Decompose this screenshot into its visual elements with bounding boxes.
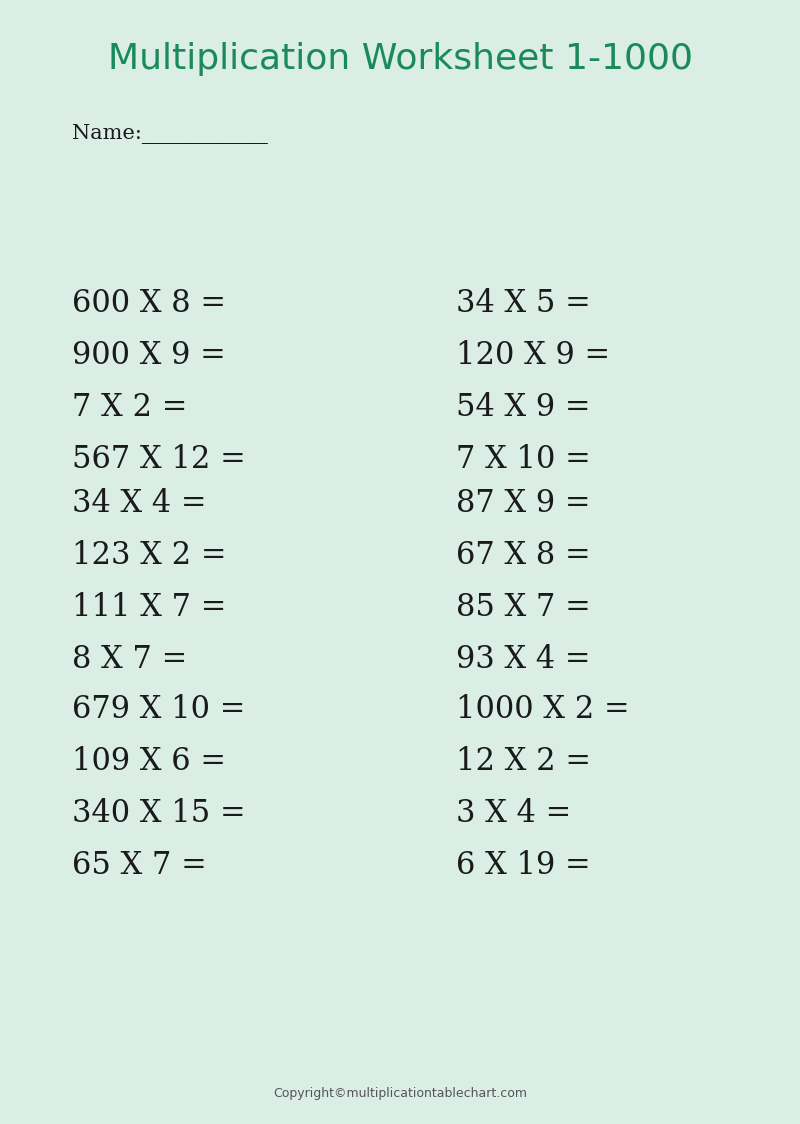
Text: 87 X 9 =: 87 X 9 = bbox=[456, 489, 590, 519]
Text: 67 X 8 =: 67 X 8 = bbox=[456, 541, 590, 571]
Text: 340 X 15 =: 340 X 15 = bbox=[72, 798, 246, 828]
Text: 6 X 19 =: 6 X 19 = bbox=[456, 850, 590, 880]
Text: 7 X 2 =: 7 X 2 = bbox=[72, 392, 187, 424]
Text: 679 X 10 =: 679 X 10 = bbox=[72, 694, 246, 725]
Text: 900 X 9 =: 900 X 9 = bbox=[72, 341, 226, 372]
Text: 12 X 2 =: 12 X 2 = bbox=[456, 745, 591, 777]
Text: 8 X 7 =: 8 X 7 = bbox=[72, 644, 187, 676]
Text: 85 X 7 =: 85 X 7 = bbox=[456, 592, 590, 624]
Text: 7 X 10 =: 7 X 10 = bbox=[456, 444, 590, 475]
Text: 3 X 4 =: 3 X 4 = bbox=[456, 798, 571, 828]
Text: 600 X 8 =: 600 X 8 = bbox=[72, 289, 226, 319]
Text: 1000 X 2 =: 1000 X 2 = bbox=[456, 694, 630, 725]
Text: 123 X 2 =: 123 X 2 = bbox=[72, 541, 226, 571]
Text: 109 X 6 =: 109 X 6 = bbox=[72, 745, 226, 777]
Text: Multiplication Worksheet 1-1000: Multiplication Worksheet 1-1000 bbox=[107, 42, 693, 76]
Text: 567 X 12 =: 567 X 12 = bbox=[72, 444, 246, 475]
Text: 120 X 9 =: 120 X 9 = bbox=[456, 341, 610, 372]
Text: Name:____________: Name:____________ bbox=[72, 124, 268, 144]
FancyBboxPatch shape bbox=[6, 6, 794, 1118]
Text: 54 X 9 =: 54 X 9 = bbox=[456, 392, 590, 424]
Text: 34 X 5 =: 34 X 5 = bbox=[456, 289, 590, 319]
Text: 111 X 7 =: 111 X 7 = bbox=[72, 592, 226, 624]
Text: 65 X 7 =: 65 X 7 = bbox=[72, 850, 206, 880]
Text: Copyright©multiplicationtablechart.com: Copyright©multiplicationtablechart.com bbox=[273, 1088, 527, 1100]
Text: 93 X 4 =: 93 X 4 = bbox=[456, 644, 590, 676]
Text: 34 X 4 =: 34 X 4 = bbox=[72, 489, 206, 519]
